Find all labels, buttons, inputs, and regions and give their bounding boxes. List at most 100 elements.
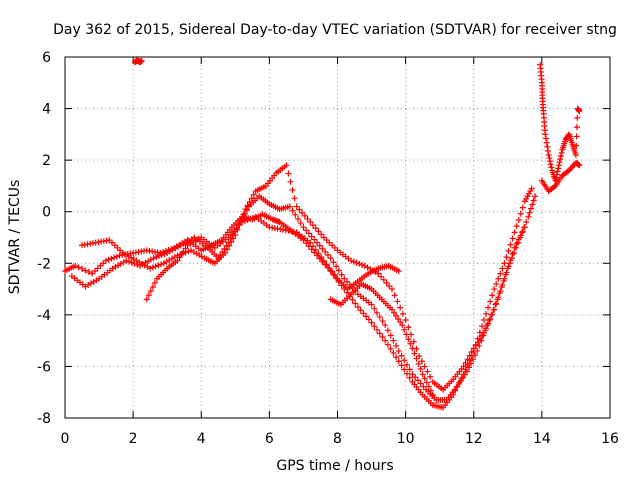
data-point bbox=[497, 270, 504, 277]
data-point bbox=[303, 227, 310, 234]
data-point bbox=[407, 340, 414, 347]
data-point bbox=[409, 345, 416, 352]
data-point bbox=[391, 309, 398, 316]
data-point bbox=[138, 57, 145, 64]
data-point bbox=[371, 323, 378, 330]
y-tick-label: 2 bbox=[42, 153, 51, 169]
y-tick-label: -4 bbox=[37, 308, 51, 324]
data-point bbox=[468, 348, 475, 355]
x-tick-label: 16 bbox=[601, 431, 619, 447]
data-point bbox=[299, 209, 306, 216]
data-point bbox=[228, 231, 235, 238]
data-point bbox=[459, 374, 466, 381]
data-point bbox=[492, 301, 499, 308]
data-point bbox=[519, 204, 526, 211]
data-point bbox=[350, 258, 357, 265]
data-point bbox=[511, 229, 518, 236]
data-point bbox=[230, 235, 237, 242]
data-point bbox=[309, 243, 316, 250]
data-point bbox=[545, 151, 552, 158]
data-point bbox=[505, 247, 512, 254]
data-point bbox=[85, 269, 92, 276]
data-point bbox=[555, 162, 562, 169]
data-point bbox=[297, 220, 304, 227]
data-point bbox=[289, 207, 296, 214]
data-point bbox=[283, 162, 290, 169]
data-point bbox=[359, 261, 366, 268]
data-point bbox=[491, 306, 498, 313]
data-point bbox=[403, 331, 410, 338]
data-point bbox=[291, 195, 298, 202]
series-track-e bbox=[327, 280, 436, 398]
data-point bbox=[486, 317, 493, 324]
data-point bbox=[554, 168, 561, 175]
data-point bbox=[247, 215, 254, 222]
data-point bbox=[128, 259, 135, 266]
data-point bbox=[307, 239, 314, 246]
data-point bbox=[487, 315, 494, 322]
data-point bbox=[352, 300, 359, 307]
data-point bbox=[555, 165, 562, 172]
data-point bbox=[224, 246, 231, 253]
data-point bbox=[419, 371, 426, 378]
y-tick-label: -6 bbox=[37, 359, 51, 375]
data-point bbox=[156, 253, 163, 260]
data-point bbox=[153, 254, 160, 261]
data-point bbox=[215, 255, 222, 262]
data-point bbox=[363, 313, 370, 320]
data-point bbox=[371, 305, 378, 312]
data-point bbox=[147, 288, 154, 295]
data-point bbox=[491, 286, 498, 293]
data-point bbox=[305, 230, 312, 237]
data-point bbox=[466, 352, 473, 359]
data-point bbox=[376, 313, 383, 320]
data-point bbox=[390, 337, 397, 344]
data-point bbox=[376, 330, 383, 337]
data-point bbox=[387, 345, 394, 352]
data-point bbox=[312, 246, 319, 253]
data-point bbox=[316, 242, 323, 249]
data-point bbox=[483, 310, 490, 317]
data-point bbox=[180, 248, 187, 255]
data-point bbox=[547, 158, 554, 165]
data-point bbox=[493, 280, 500, 287]
data-point bbox=[472, 342, 479, 349]
data-point bbox=[495, 294, 502, 301]
data-point bbox=[382, 337, 389, 344]
data-point bbox=[402, 317, 409, 324]
data-point bbox=[455, 380, 462, 387]
data-point bbox=[126, 258, 133, 265]
data-point bbox=[489, 292, 496, 299]
data-point bbox=[576, 108, 583, 115]
data-point bbox=[233, 225, 240, 232]
data-point bbox=[75, 264, 82, 271]
data-point bbox=[395, 268, 402, 275]
data-point bbox=[147, 265, 154, 272]
data-point bbox=[517, 232, 524, 239]
data-point bbox=[507, 257, 514, 264]
x-tick-label: 10 bbox=[397, 431, 415, 447]
data-point bbox=[519, 228, 526, 235]
data-point bbox=[250, 214, 257, 221]
data-point bbox=[528, 185, 535, 192]
data-point bbox=[287, 178, 294, 185]
data-point bbox=[465, 364, 472, 371]
chart-title: Day 362 of 2015, Sidereal Day-to-day VTE… bbox=[53, 22, 617, 38]
data-point bbox=[515, 236, 522, 243]
data-point bbox=[105, 256, 112, 263]
data-point bbox=[424, 368, 431, 375]
data-point bbox=[421, 375, 428, 382]
data-point bbox=[480, 317, 487, 324]
data-point bbox=[182, 245, 189, 252]
data-point bbox=[386, 282, 393, 289]
x-tick-label: 0 bbox=[61, 431, 70, 447]
data-point bbox=[244, 202, 251, 209]
data-point bbox=[300, 224, 307, 231]
data-point bbox=[501, 260, 508, 267]
y-tick-label: -8 bbox=[37, 411, 51, 427]
data-point bbox=[464, 356, 471, 363]
series-track-g bbox=[537, 61, 583, 184]
data-point bbox=[418, 358, 425, 365]
data-point bbox=[505, 263, 512, 270]
data-point bbox=[417, 380, 424, 387]
